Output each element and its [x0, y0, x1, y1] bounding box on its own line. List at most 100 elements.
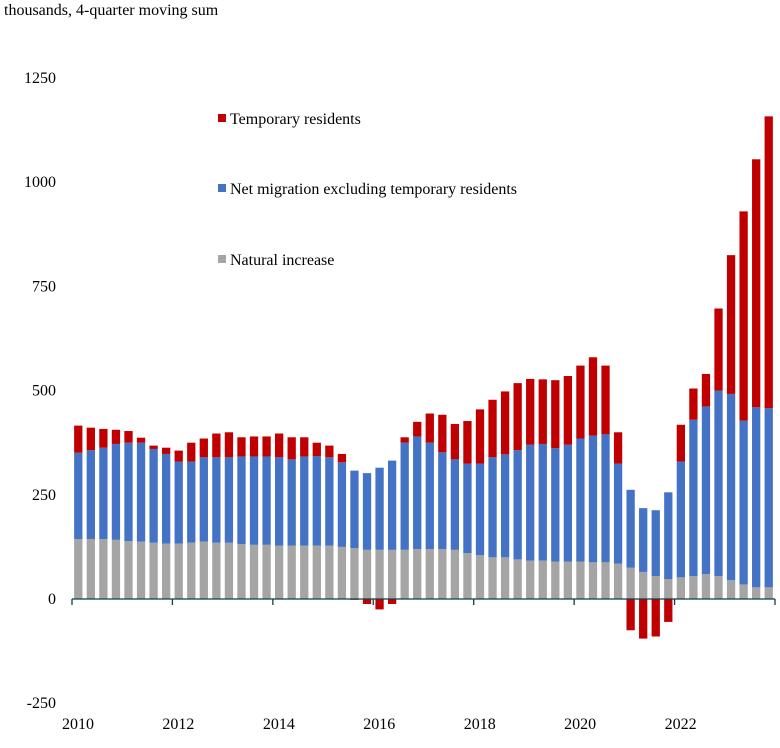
bar-net-migration-excluding-temporary-residents-2011Q4 — [162, 453, 171, 544]
bar-net-migration-excluding-temporary-residents-2019Q4 — [563, 444, 573, 562]
bar-temporary-residents-2010Q1 — [74, 425, 83, 453]
bar-temporary-residents-2017Q2 — [438, 414, 447, 453]
bar-net-migration-excluding-temporary-residents-2019Q3 — [551, 448, 560, 562]
legend-label-temporary-residents: Temporary residents — [230, 111, 361, 128]
legend-label-net-migration-excluding-temporary-residents: Net migration excluding temporary reside… — [230, 181, 517, 198]
bar-net-migration-excluding-temporary-residents-2017Q3 — [450, 459, 460, 550]
bar-net-migration-excluding-temporary-residents-2023Q2 — [739, 420, 748, 585]
bar-natural-increase-2016Q1 — [375, 549, 384, 599]
bar-temporary-residents-2012Q4 — [212, 433, 221, 458]
bar-natural-increase-2012Q1 — [174, 543, 183, 599]
bar-temporary-residents-2020Q2 — [588, 357, 598, 436]
x-tick-labels: 2010 2012 2014 2016 2018 2020 2022 — [62, 716, 697, 733]
bar-net-migration-excluding-temporary-residents-2014Q3 — [300, 456, 309, 546]
bar-net-migration-excluding-temporary-residents-2013Q4 — [262, 456, 271, 545]
bar-natural-increase-2015Q1 — [325, 545, 334, 599]
bar-natural-increase-2013Q1 — [224, 542, 234, 599]
bar-temporary-residents-2019Q2 — [538, 379, 547, 444]
bar-net-migration-excluding-temporary-residents-2010Q1 — [74, 452, 83, 539]
bar-natural-increase-2014Q1 — [274, 545, 284, 599]
bar-net-migration-excluding-temporary-residents-2022Q1 — [676, 461, 685, 578]
bar-temporary-residents-2022Q3 — [701, 373, 711, 407]
bar-natural-increase-2023Q1 — [726, 580, 736, 599]
bar-natural-increase-2020Q4 — [613, 563, 623, 599]
x-tick-label: 2022 — [665, 716, 697, 733]
bar-net-migration-excluding-temporary-residents-2011Q1 — [124, 442, 133, 542]
x-tick-label: 2016 — [363, 716, 395, 733]
bar-net-migration-excluding-temporary-residents-2023Q1 — [726, 393, 736, 581]
bar-natural-increase-2020Q2 — [588, 562, 598, 599]
bar-temporary-residents-2019Q3 — [551, 380, 560, 449]
bar-temporary-residents-2011Q1 — [124, 431, 133, 443]
legend-swatch-natural-increase — [218, 255, 226, 263]
bar-temporary-residents-2012Q3 — [199, 438, 208, 458]
bar-net-migration-excluding-temporary-residents-2013Q2 — [237, 456, 246, 544]
bar-natural-increase-2014Q2 — [287, 545, 296, 599]
bar-net-migration-excluding-temporary-residents-2015Q1 — [325, 457, 334, 546]
bar-temporary-residents-2010Q3 — [99, 428, 108, 448]
bar-temporary-residents-2015Q2 — [337, 453, 347, 463]
bar-natural-increase-2023Q3 — [752, 587, 761, 599]
bar-net-migration-excluding-temporary-residents-2020Q3 — [601, 434, 610, 563]
bar-natural-increase-2022Q2 — [689, 576, 698, 599]
bar-net-migration-excluding-temporary-residents-2023Q3 — [752, 407, 761, 588]
bar-temporary-residents-2020Q4 — [613, 432, 623, 464]
bar-net-migration-excluding-temporary-residents-2019Q1 — [526, 444, 535, 561]
bar-net-migration-excluding-temporary-residents-2012Q1 — [174, 461, 183, 544]
bar-temporary-residents-2021Q1 — [626, 599, 635, 631]
x-axis — [71, 598, 776, 605]
bar-net-migration-excluding-temporary-residents-2011Q3 — [149, 448, 158, 543]
bar-natural-increase-2015Q2 — [337, 546, 347, 599]
bar-natural-increase-2012Q3 — [199, 541, 208, 599]
bar-temporary-residents-2013Q1 — [224, 432, 234, 458]
bar-net-migration-excluding-temporary-residents-2020Q2 — [588, 435, 598, 563]
bar-natural-increase-2011Q2 — [136, 541, 146, 599]
bar-net-migration-excluding-temporary-residents-2018Q1 — [475, 463, 485, 556]
y-axis: -250 0 250 500 750 1000 1250 — [24, 70, 56, 712]
bar-temporary-residents-2018Q2 — [488, 399, 497, 458]
bar-natural-increase-2014Q4 — [312, 545, 321, 599]
bar-natural-increase-2016Q2 — [387, 549, 397, 599]
y-tick-label: 750 — [32, 278, 56, 295]
bar-net-migration-excluding-temporary-residents-2013Q3 — [249, 456, 259, 545]
bar-temporary-residents-2017Q1 — [425, 413, 434, 443]
bar-temporary-residents-2014Q2 — [287, 437, 296, 460]
bar-natural-increase-2022Q1 — [676, 577, 685, 599]
bar-net-migration-excluding-temporary-residents-2021Q4 — [664, 492, 673, 579]
bar-net-migration-excluding-temporary-residents-2010Q4 — [111, 443, 121, 540]
bar-natural-increase-2019Q2 — [538, 560, 547, 599]
bar-temporary-residents-2023Q4 — [764, 116, 773, 409]
bar-net-migration-excluding-temporary-residents-2020Q4 — [613, 463, 623, 564]
bar-net-migration-excluding-temporary-residents-2023Q4 — [764, 408, 773, 588]
bar-temporary-residents-2012Q2 — [187, 442, 196, 462]
bar-temporary-residents-2016Q1 — [375, 599, 384, 610]
bar-temporary-residents-2018Q4 — [513, 383, 522, 451]
bar-temporary-residents-2019Q1 — [526, 378, 535, 445]
bar-natural-increase-2016Q3 — [400, 549, 409, 599]
y-tick-label: -250 — [27, 695, 56, 712]
bar-net-migration-excluding-temporary-residents-2010Q3 — [99, 447, 108, 539]
bar-net-migration-excluding-temporary-residents-2011Q2 — [136, 442, 146, 542]
bar-net-migration-excluding-temporary-residents-2013Q1 — [224, 457, 234, 543]
y-tick-label: 1000 — [24, 174, 56, 191]
bar-net-migration-excluding-temporary-residents-2012Q3 — [199, 457, 208, 542]
bar-temporary-residents-2014Q1 — [274, 433, 284, 458]
bar-natural-increase-2022Q3 — [701, 573, 711, 599]
bar-temporary-residents-2023Q2 — [739, 211, 748, 421]
bar-natural-increase-2014Q3 — [300, 545, 309, 599]
bar-natural-increase-2018Q1 — [475, 555, 485, 599]
bar-natural-increase-2015Q3 — [350, 548, 359, 599]
bar-natural-increase-2013Q3 — [249, 544, 259, 599]
bar-net-migration-excluding-temporary-residents-2018Q3 — [500, 454, 510, 558]
bar-natural-increase-2023Q2 — [739, 584, 748, 599]
bar-net-migration-excluding-temporary-residents-2017Q1 — [425, 442, 434, 549]
bar-natural-increase-2010Q1 — [74, 538, 83, 599]
bar-temporary-residents-2018Q3 — [500, 391, 510, 455]
bar-temporary-residents-2016Q2 — [387, 599, 397, 604]
bar-temporary-residents-2022Q4 — [714, 308, 723, 391]
chart-subtitle: thousands, 4-quarter moving sum — [4, 2, 219, 19]
bar-net-migration-excluding-temporary-residents-2022Q2 — [689, 419, 698, 577]
bar-temporary-residents-2013Q2 — [237, 437, 246, 457]
bar-temporary-residents-2013Q3 — [249, 436, 259, 457]
bar-net-migration-excluding-temporary-residents-2022Q4 — [714, 390, 723, 577]
